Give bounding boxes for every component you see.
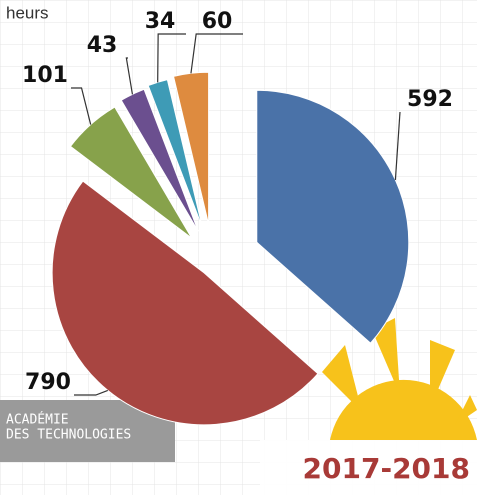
chart: 2017-2018 ACADÉMIE DES TECHNOLOGIES heur…	[0, 0, 477, 495]
data-label: 43	[87, 33, 118, 58]
data-label: 101	[22, 63, 68, 88]
data-label: 592	[407, 87, 453, 112]
subtitle: heurs	[6, 3, 49, 22]
data-label: 60	[202, 9, 233, 34]
logo-text: DES TECHNOLOGIES	[6, 428, 131, 443]
data-label: 34	[145, 9, 176, 34]
data-label: 790	[25, 370, 71, 395]
footer: 2017-2018	[303, 452, 470, 485]
logo-text: ACADÉMIE	[6, 412, 69, 428]
